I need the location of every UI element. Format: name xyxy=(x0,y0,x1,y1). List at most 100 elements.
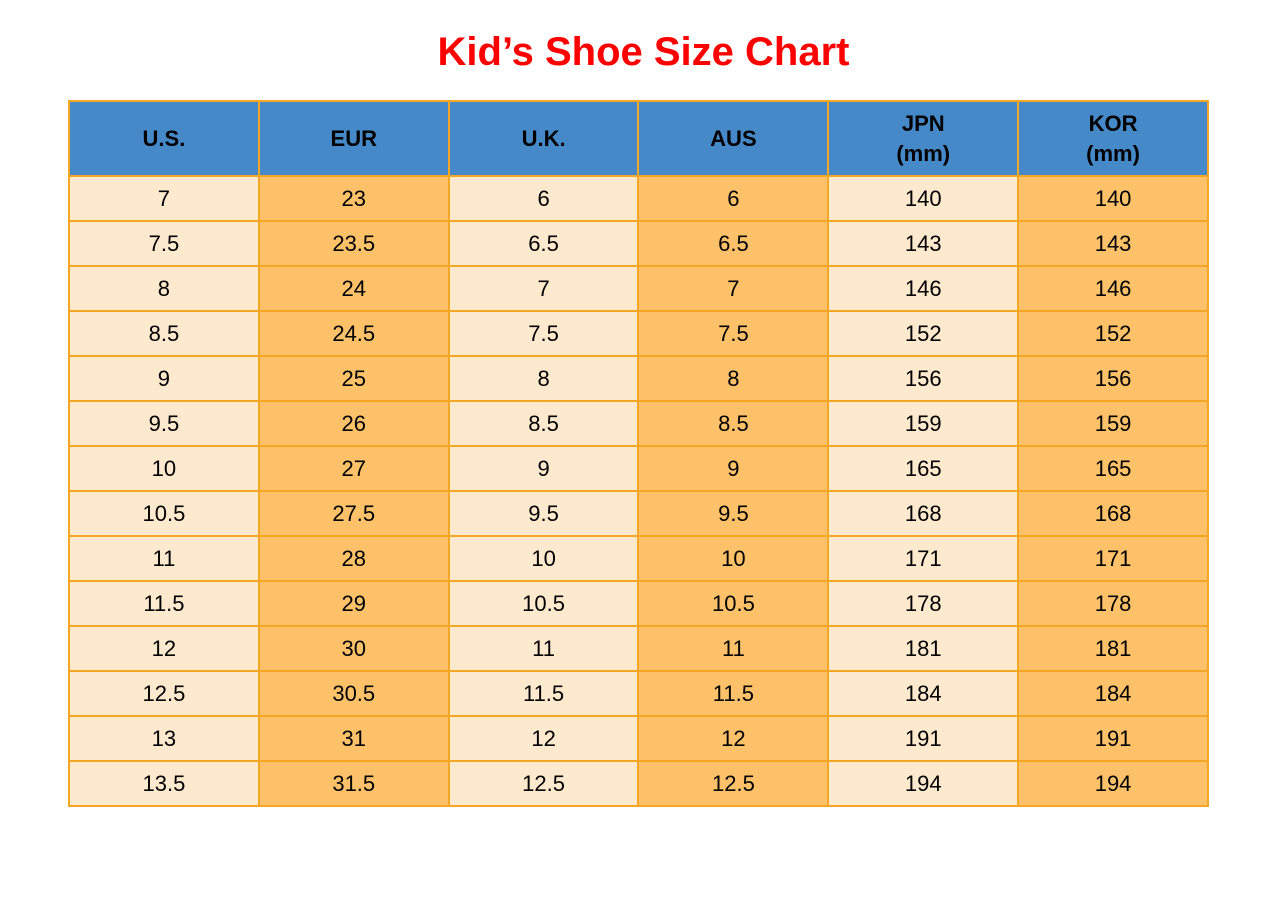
table-cell: 11.5 xyxy=(637,670,830,717)
table-cell: 6 xyxy=(447,175,640,222)
table-cell: 10 xyxy=(68,445,260,492)
table-cell: 194 xyxy=(827,760,1020,807)
table-body: 7 23 6 6 140 140 7.5 23.5 6.5 6.5 143 143 8 24 7 7 146 14… xyxy=(68,175,1209,807)
table-cell: 10 xyxy=(637,535,830,582)
table-cell: 171 xyxy=(827,535,1020,582)
shoe-size-table: U.S. EUR U.K. AUS JPN (mm) KOR (mm) 7 23 6 6 140 1… xyxy=(68,100,1209,807)
table-cell: 8.5 xyxy=(637,400,830,447)
table-cell: 152 xyxy=(827,310,1020,357)
table-row: 7 23 6 6 140 140 xyxy=(68,175,1209,222)
table-cell: 10 xyxy=(447,535,640,582)
table-cell: 178 xyxy=(1017,580,1209,627)
table-cell: 181 xyxy=(1017,625,1209,672)
table-cell: 12 xyxy=(637,715,830,762)
table-cell: 168 xyxy=(1017,490,1209,537)
table-cell: 29 xyxy=(257,580,450,627)
table-cell: 7 xyxy=(447,265,640,312)
column-header-eur: EUR xyxy=(257,100,450,177)
table-cell: 8.5 xyxy=(68,310,260,357)
table-cell: 27 xyxy=(257,445,450,492)
table-cell: 12.5 xyxy=(637,760,830,807)
table-row: 9 25 8 8 156 156 xyxy=(68,355,1209,402)
table-cell: 6 xyxy=(637,175,830,222)
table-cell: 11.5 xyxy=(447,670,640,717)
table-row: 9.5 26 8.5 8.5 159 159 xyxy=(68,400,1209,447)
table-row: 7.5 23.5 6.5 6.5 143 143 xyxy=(68,220,1209,267)
table-header: U.S. EUR U.K. AUS JPN (mm) KOR (mm) xyxy=(68,100,1209,177)
table-cell: 7.5 xyxy=(637,310,830,357)
table-cell: 11 xyxy=(447,625,640,672)
table-cell: 30 xyxy=(257,625,450,672)
table-cell: 6.5 xyxy=(637,220,830,267)
table-cell: 27.5 xyxy=(257,490,450,537)
table-row: 13.5 31.5 12.5 12.5 194 194 xyxy=(68,760,1209,807)
table-row: 10 27 9 9 165 165 xyxy=(68,445,1209,492)
table-cell: 165 xyxy=(1017,445,1209,492)
table-row: 11.5 29 10.5 10.5 178 178 xyxy=(68,580,1209,627)
table-row: 13 31 12 12 191 191 xyxy=(68,715,1209,762)
table-cell: 10.5 xyxy=(68,490,260,537)
table-cell: 9 xyxy=(68,355,260,402)
table-cell: 168 xyxy=(827,490,1020,537)
table-cell: 12.5 xyxy=(68,670,260,717)
table-cell: 8.5 xyxy=(447,400,640,447)
table-cell: 171 xyxy=(1017,535,1209,582)
table-cell: 6.5 xyxy=(447,220,640,267)
table-cell: 10.5 xyxy=(637,580,830,627)
table-cell: 11.5 xyxy=(68,580,260,627)
table-cell: 146 xyxy=(1017,265,1209,312)
column-header-kor-mm: KOR (mm) xyxy=(1017,100,1209,177)
table-cell: 165 xyxy=(827,445,1020,492)
column-header-aus: AUS xyxy=(637,100,830,177)
table-cell: 11 xyxy=(637,625,830,672)
table-cell: 191 xyxy=(1017,715,1209,762)
table-cell: 181 xyxy=(827,625,1020,672)
table-cell: 7 xyxy=(637,265,830,312)
page: Kid’s Shoe Size Chart U.S. EUR U.K. AUS JPN … xyxy=(0,30,1287,807)
table-cell: 11 xyxy=(68,535,260,582)
table-cell: 9.5 xyxy=(68,400,260,447)
table-cell: 156 xyxy=(827,355,1020,402)
page-title: Kid’s Shoe Size Chart xyxy=(437,30,850,74)
table-cell: 30.5 xyxy=(257,670,450,717)
table-row: 10.5 27.5 9.5 9.5 168 168 xyxy=(68,490,1209,537)
table-cell: 143 xyxy=(1017,220,1209,267)
table-row: 12 30 11 11 181 181 xyxy=(68,625,1209,672)
table-cell: 140 xyxy=(1017,175,1209,222)
table-cell: 152 xyxy=(1017,310,1209,357)
table-cell: 23 xyxy=(257,175,450,222)
table-cell: 26 xyxy=(257,400,450,447)
table-cell: 7 xyxy=(68,175,260,222)
table-cell: 28 xyxy=(257,535,450,582)
table-cell: 13 xyxy=(68,715,260,762)
table-cell: 8 xyxy=(447,355,640,402)
header-row: U.S. EUR U.K. AUS JPN (mm) KOR (mm) xyxy=(68,100,1209,177)
table-cell: 140 xyxy=(827,175,1020,222)
table-cell: 13.5 xyxy=(68,760,260,807)
table-cell: 31 xyxy=(257,715,450,762)
table-cell: 23.5 xyxy=(257,220,450,267)
table-cell: 8 xyxy=(68,265,260,312)
table-row: 8.5 24.5 7.5 7.5 152 152 xyxy=(68,310,1209,357)
table-cell: 178 xyxy=(827,580,1020,627)
table-cell: 9.5 xyxy=(447,490,640,537)
table-cell: 159 xyxy=(827,400,1020,447)
table-cell: 31.5 xyxy=(257,760,450,807)
table-cell: 146 xyxy=(827,265,1020,312)
table-cell: 12 xyxy=(447,715,640,762)
table-cell: 191 xyxy=(827,715,1020,762)
table-cell: 8 xyxy=(637,355,830,402)
table-cell: 10.5 xyxy=(447,580,640,627)
table-cell: 7.5 xyxy=(447,310,640,357)
table-cell: 159 xyxy=(1017,400,1209,447)
column-header-u-k: U.K. xyxy=(447,100,640,177)
table-cell: 9.5 xyxy=(637,490,830,537)
table-row: 12.5 30.5 11.5 11.5 184 184 xyxy=(68,670,1209,717)
table-cell: 156 xyxy=(1017,355,1209,402)
table-cell: 9 xyxy=(637,445,830,492)
table-cell: 143 xyxy=(827,220,1020,267)
column-header-jpn-mm: JPN (mm) xyxy=(827,100,1020,177)
table-cell: 24.5 xyxy=(257,310,450,357)
table-cell: 25 xyxy=(257,355,450,402)
table-cell: 9 xyxy=(447,445,640,492)
